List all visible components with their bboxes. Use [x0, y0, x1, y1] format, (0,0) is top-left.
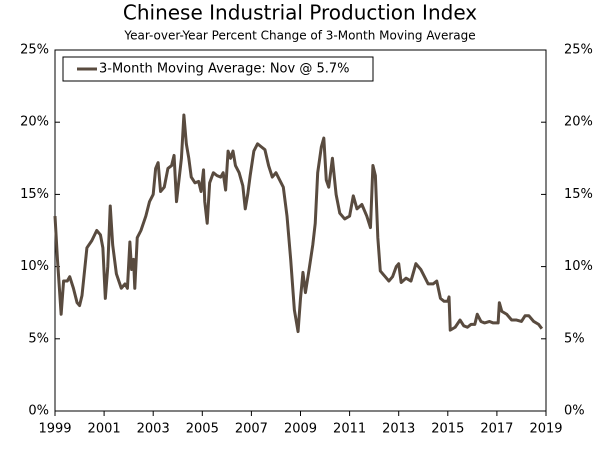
x-tick-label: 2011	[333, 422, 366, 437]
legend-box	[62, 56, 374, 82]
y2-tick-label: 15%	[564, 187, 593, 202]
y2-tick-label: 10%	[564, 259, 593, 274]
y2-tick-label: 25%	[564, 43, 593, 58]
y-tick-label: 10%	[20, 259, 49, 274]
y2-tick-label: 0%	[564, 404, 585, 419]
y-tick-label: 0%	[28, 404, 49, 419]
x-tick-label: 2009	[284, 422, 317, 437]
x-tick-label: 2001	[88, 422, 121, 437]
x-tick-label: 2005	[186, 422, 219, 437]
y2-tick-label: 5%	[564, 331, 585, 346]
y2-tick-label: 20%	[564, 115, 593, 130]
chart-subtitle: Year-over-Year Percent Change of 3-Month…	[123, 29, 475, 43]
x-tick-label: 2015	[431, 422, 464, 437]
x-tick-label: 2013	[382, 422, 415, 437]
series-line	[53, 113, 544, 334]
x-tick-label: 2003	[137, 422, 170, 437]
y-tick-label: 25%	[20, 43, 49, 58]
y-tick-label: 5%	[28, 331, 49, 346]
y-tick-label: 15%	[20, 187, 49, 202]
x-tick-label: 2017	[480, 422, 513, 437]
x-tick-label: 2007	[235, 422, 268, 437]
plot-frame	[54, 49, 547, 412]
legend-label: 3-Month Moving Average: Nov @ 5.7%	[99, 62, 350, 77]
x-tick-label: 2019	[529, 422, 562, 437]
y-tick-label: 20%	[20, 115, 49, 130]
chart-title: Chinese Industrial Production Index	[123, 1, 477, 25]
x-tick-label: 1999	[38, 422, 71, 437]
